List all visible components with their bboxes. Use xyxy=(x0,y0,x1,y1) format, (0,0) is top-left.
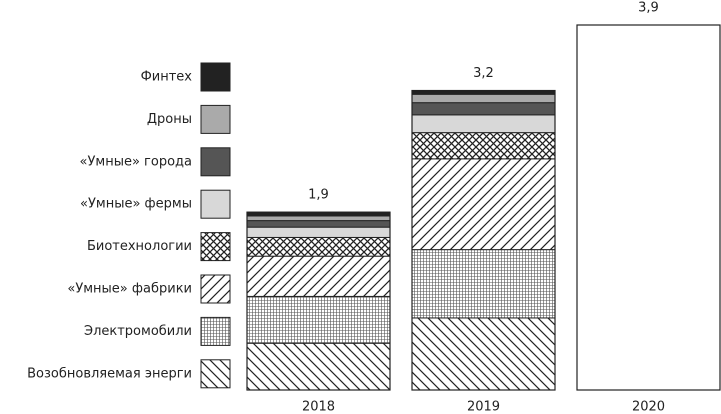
total-label: 3,2 xyxy=(473,66,494,81)
legend-label: «Умные» фабрики xyxy=(67,282,192,297)
total-label: 3,9 xyxy=(638,1,659,16)
legend-label: Возобновляемая энерги xyxy=(27,366,192,381)
legend-swatch xyxy=(200,147,231,177)
bar-segment xyxy=(411,114,556,134)
bar-segment xyxy=(411,317,556,391)
x-tick-label: 2020 xyxy=(632,400,665,414)
legend-swatch xyxy=(200,189,231,219)
legend-label: Электромобили xyxy=(84,324,192,339)
legend-swatch xyxy=(200,274,231,304)
legend-swatch xyxy=(200,62,231,92)
bar-segment xyxy=(246,295,391,344)
legend-label: Биотехнологии xyxy=(87,239,192,254)
legend-swatch xyxy=(200,359,231,389)
bar-segment xyxy=(246,226,391,238)
legend-swatch xyxy=(200,232,231,262)
bar-segment xyxy=(411,249,556,319)
bar-segment xyxy=(411,158,556,251)
bar-segment xyxy=(411,132,556,160)
x-tick-label: 2018 xyxy=(302,400,335,414)
legend-swatch xyxy=(200,104,231,134)
bar-segment xyxy=(246,255,391,297)
bar-outline xyxy=(246,211,391,391)
legend-label: «Умные» города xyxy=(80,154,192,169)
x-tick-label: 2019 xyxy=(467,400,500,414)
legend-label: Финтех xyxy=(141,70,193,85)
bar-segment xyxy=(411,93,556,104)
legend-label: Дроны xyxy=(147,112,192,127)
bar-segment xyxy=(246,342,391,391)
bar-total xyxy=(576,24,721,391)
bar-segment xyxy=(246,215,391,222)
bar-segment xyxy=(246,220,391,228)
bar-outline xyxy=(411,89,556,391)
total-label: 1,9 xyxy=(308,188,329,203)
bar-segment xyxy=(246,236,391,257)
legend-swatch xyxy=(200,316,231,346)
bar-segment xyxy=(411,102,556,116)
legend-label: «Умные» фермы xyxy=(80,197,192,212)
